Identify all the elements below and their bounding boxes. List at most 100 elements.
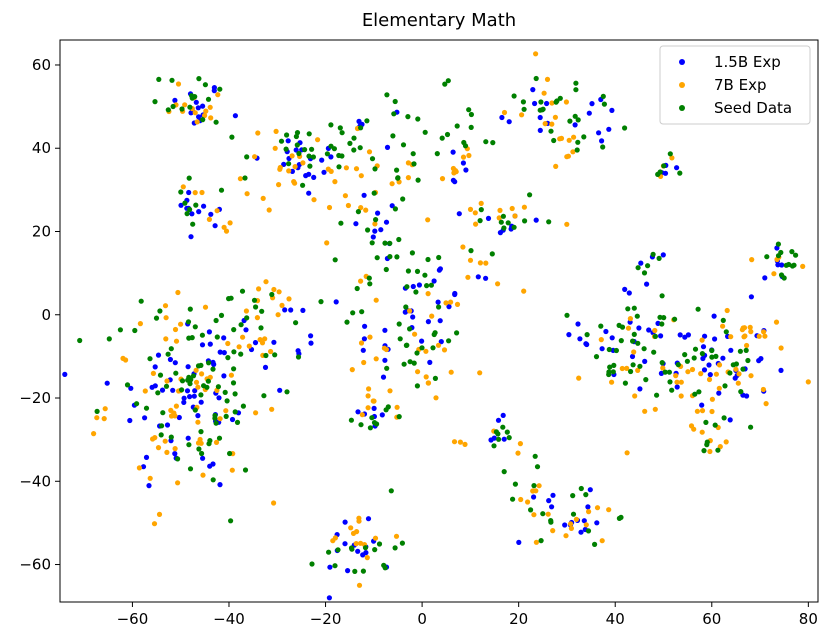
data-point [652, 327, 658, 334]
data-point [326, 549, 332, 555]
legend-marker [679, 105, 685, 111]
data-point [199, 332, 205, 338]
data-point [217, 349, 223, 355]
data-point [294, 142, 300, 148]
data-point [225, 340, 231, 347]
data-point [667, 379, 673, 385]
data-point [293, 133, 299, 140]
data-point [164, 449, 170, 455]
data-point [324, 151, 330, 157]
data-point [199, 189, 205, 196]
data-point [538, 538, 544, 544]
data-point [192, 110, 198, 116]
data-point [263, 279, 269, 285]
data-point [439, 135, 445, 141]
data-point [186, 374, 192, 380]
data-point [332, 179, 338, 185]
data-point [159, 423, 165, 429]
data-point [182, 102, 188, 108]
data-point [737, 348, 744, 354]
data-point [336, 152, 342, 159]
data-point [397, 336, 403, 342]
data-point [168, 434, 174, 440]
data-point [199, 342, 206, 348]
y-tick-label: −40 [19, 472, 51, 490]
data-point [699, 351, 706, 357]
data-point [701, 448, 707, 454]
data-point [185, 364, 191, 370]
data-point [677, 170, 683, 176]
data-point [213, 119, 219, 125]
data-point [358, 422, 364, 428]
data-point [425, 256, 431, 263]
data-point [538, 99, 544, 105]
data-point [178, 202, 184, 208]
data-point [669, 155, 675, 161]
data-point [187, 466, 194, 472]
data-point [150, 370, 156, 376]
data-point [360, 568, 366, 574]
data-point [206, 360, 212, 366]
data-point [180, 184, 186, 190]
data-point [282, 307, 288, 313]
data-point [562, 522, 568, 528]
data-point [355, 209, 361, 215]
data-point [709, 408, 715, 415]
data-point [142, 388, 148, 394]
data-point [650, 251, 656, 257]
data-point [213, 317, 219, 324]
data-point [381, 345, 387, 351]
data-point [182, 200, 188, 206]
data-point [387, 388, 393, 394]
data-point [403, 342, 409, 348]
data-point [332, 535, 338, 541]
data-point [410, 314, 416, 320]
data-point [778, 345, 784, 351]
data-point [477, 370, 483, 376]
data-point [655, 171, 661, 177]
y-tick-label: 60 [32, 56, 51, 74]
data-point [477, 218, 483, 224]
data-point [450, 177, 456, 183]
data-point [158, 432, 164, 438]
data-point [527, 192, 533, 198]
data-point [376, 541, 383, 547]
data-point [281, 161, 287, 167]
legend-label: 1.5B Exp [714, 53, 781, 71]
data-point [461, 139, 467, 146]
data-point [284, 389, 290, 395]
data-point [566, 137, 572, 143]
data-point [738, 389, 744, 395]
data-point [392, 206, 398, 212]
data-point [643, 377, 649, 383]
data-point [728, 334, 734, 340]
data-point [238, 322, 244, 328]
data-point [335, 547, 341, 553]
data-point [713, 353, 719, 359]
data-point [500, 412, 506, 418]
data-point [618, 338, 624, 344]
data-point [215, 384, 221, 390]
data-point [358, 205, 364, 211]
data-point [349, 367, 355, 373]
data-point [387, 240, 393, 246]
data-point [554, 98, 560, 104]
data-point [243, 327, 249, 333]
data-point [333, 299, 339, 305]
data-point [419, 338, 425, 344]
data-point [285, 138, 291, 144]
data-point [231, 366, 237, 372]
x-tick-label: 0 [417, 610, 427, 628]
data-point [384, 144, 391, 150]
data-point [392, 545, 398, 551]
data-point [682, 334, 688, 340]
data-point [584, 332, 590, 338]
data-point [631, 305, 637, 311]
data-point [221, 335, 227, 341]
data-point [227, 450, 233, 457]
data-point [359, 309, 365, 315]
data-point [353, 541, 359, 547]
data-point [358, 173, 364, 179]
data-point [599, 138, 605, 144]
data-point [198, 429, 204, 435]
